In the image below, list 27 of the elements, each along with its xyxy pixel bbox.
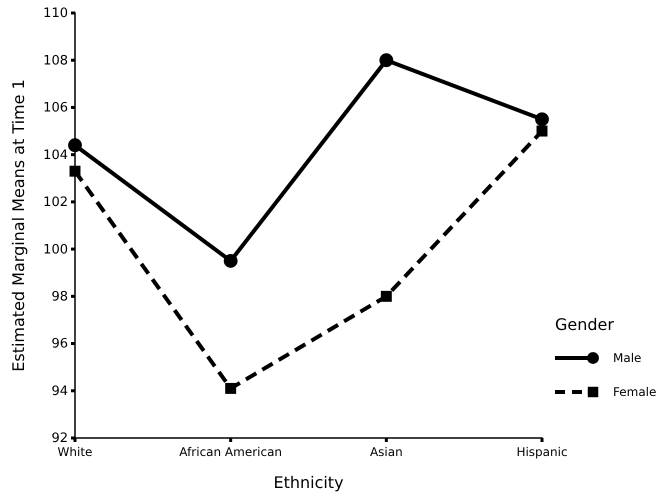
point xyxy=(224,254,238,268)
legend-label: Female xyxy=(613,385,656,399)
point xyxy=(379,53,394,68)
x-tick-label: Asian xyxy=(370,444,403,459)
point xyxy=(68,138,82,152)
x-tick-label: African American xyxy=(179,444,282,459)
x-tick-label: Hispanic xyxy=(516,444,568,459)
point xyxy=(536,126,548,137)
y-tick-label: 104 xyxy=(43,148,68,163)
y-tick-label: 110 xyxy=(43,6,68,22)
legend-title: Gender xyxy=(555,315,614,334)
y-tick-label: 92 xyxy=(51,431,68,446)
point xyxy=(535,112,549,126)
y-tick-label: 98 xyxy=(51,289,68,304)
y-axis-title: Estimated Marginal Means at Time 1 xyxy=(9,79,28,372)
y-tick-label: 94 xyxy=(51,384,68,399)
y-tick-label: 96 xyxy=(51,336,68,352)
x-tick-label: White xyxy=(58,444,92,459)
legend-label: Male xyxy=(613,351,642,365)
point xyxy=(380,290,392,302)
y-tick-label: 106 xyxy=(43,100,68,116)
y-tick-label: 100 xyxy=(43,242,68,258)
point xyxy=(225,382,236,394)
y-tick-label: 108 xyxy=(43,53,68,68)
x-axis-title: Ethnicity xyxy=(273,473,344,492)
point xyxy=(70,166,80,177)
y-tick-label: 102 xyxy=(43,195,68,210)
